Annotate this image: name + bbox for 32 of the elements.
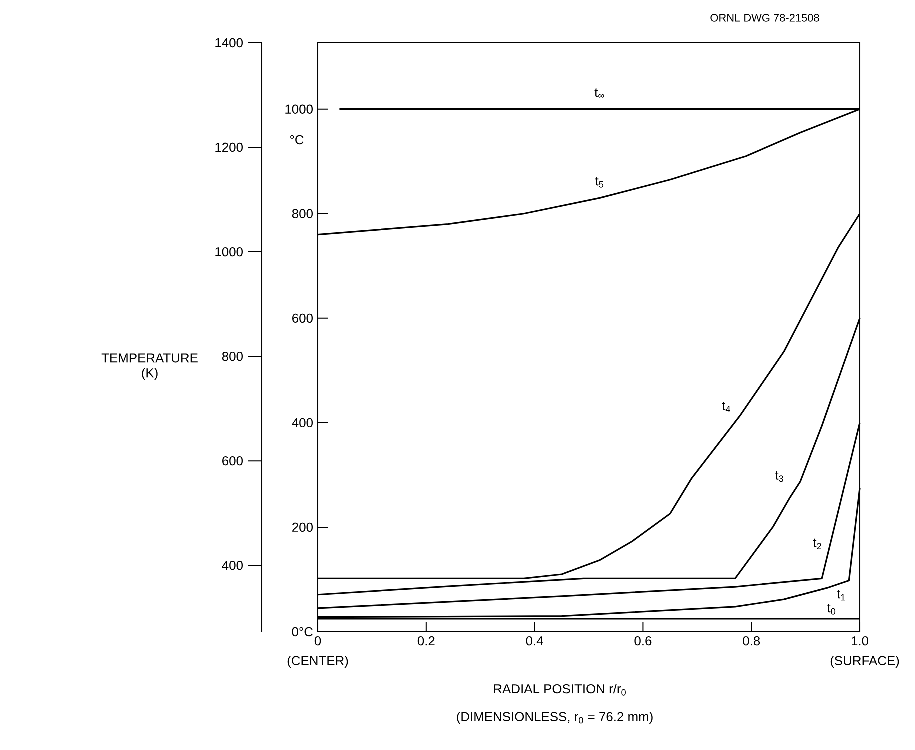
y-tick-label: 200 <box>292 522 313 532</box>
x-axis-title: RADIAL POSITION r/r$_{0}$ <box>494 684 626 696</box>
y2-tick-label: 600 <box>222 456 243 466</box>
series-label: t$_{2}$ <box>813 538 822 550</box>
y-axis-title: °C <box>290 135 304 145</box>
y2-tick-label: 800 <box>222 352 243 362</box>
series-label: t$_{∞}$ <box>594 88 604 98</box>
x-tick-label: 0.8 <box>743 636 760 646</box>
y-tick-label: 800 <box>292 209 313 218</box>
y2-tick-label: 1000 <box>216 247 243 257</box>
y2-tick-label: 1200 <box>216 142 243 152</box>
x-tick-label: 0.2 <box>418 636 435 646</box>
y2-axis-title: TEMPERATURE (K) <box>102 354 198 380</box>
x-tick-label: 0 <box>314 636 322 646</box>
y-tick-label: 1000 <box>286 104 313 114</box>
text: (CENTER) <box>288 656 348 668</box>
series-label: t$_{3}$ <box>775 471 784 482</box>
text: (DIMENSIONLESS, r$_{0}$ = 76.2 mm) <box>457 712 653 724</box>
x-tick-label: 0.4 <box>526 636 544 646</box>
y-tick-label: 0°C <box>292 627 313 637</box>
series-label: t$_{4}$ <box>722 402 730 412</box>
series-label: t$_{1}$ <box>837 590 846 601</box>
text: (SURFACE) <box>830 656 900 668</box>
series-label: t$_{5}$ <box>595 177 604 188</box>
y-tick-label: 400 <box>292 418 313 428</box>
y-tick-label: 600 <box>292 314 313 323</box>
series-label: t$_{0}$ <box>827 604 836 615</box>
text: ORNL DWG 78-21508 <box>710 14 820 22</box>
x-tick-label: 1.0 <box>852 636 869 646</box>
x-tick-label: 0.6 <box>634 636 652 646</box>
y2-tick-label: 400 <box>222 561 243 570</box>
y2-tick-label: 1400 <box>216 38 243 48</box>
